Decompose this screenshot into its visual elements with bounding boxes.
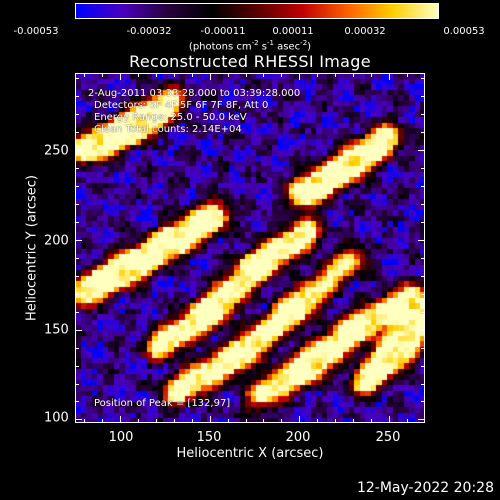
x-tick-label: 250	[375, 430, 401, 445]
x-tick-label: 100	[108, 430, 134, 445]
colorbar-tick-label: 0.00011	[272, 26, 314, 37]
colorbar-tick-label: -0.00053	[13, 26, 59, 37]
colorbar-ticks: -0.00053 -0.00032 -0.00011 0.00011 0.000…	[0, 0, 500, 40]
y-tick-label: 200	[44, 233, 69, 249]
y-axis-label: Heliocentric Y (arcsec)	[24, 175, 40, 321]
x-axis-label: Heliocentric X (arcsec)	[176, 446, 324, 461]
x-tick-label: 150	[196, 430, 222, 445]
timestamp: 12-May-2022 20:28	[356, 480, 494, 496]
time-range-label: 2-Aug-2011 03:33:28.000 to 03:39:28.000	[88, 88, 301, 99]
colorbar-tick-label: 0.00053	[443, 26, 485, 37]
colorbar-tick-label: 0.00032	[344, 26, 386, 37]
y-tick-label: 100	[44, 410, 69, 426]
colorbar-tick-label: -0.00011	[200, 26, 246, 37]
plot-area: 2-Aug-2011 03:33:28.000 to 03:39:28.000 …	[75, 73, 425, 423]
clean-counts-label: Clean Total counts: 2.14E+04	[94, 124, 242, 135]
chart-title: Reconstructed RHESSI Image	[129, 52, 371, 71]
energy-range-label: Energy Range: 25.0 - 50.0 keV	[94, 112, 247, 123]
x-tick-label: 200	[285, 430, 311, 445]
colorbar	[75, 3, 439, 19]
heatmap-image	[76, 74, 424, 422]
y-tick-label: 150	[44, 322, 69, 338]
colorbar-tick-label: -0.00032	[126, 26, 172, 37]
detectors-label: Detectors: 3F 4F 5F 6F 7F 8F, Att 0	[94, 100, 269, 111]
colorbar-units: (photons cm-2 s-1 asec-2)	[188, 39, 312, 53]
y-tick-label: 250	[44, 143, 69, 159]
peak-position-label: Position of Peak = [132,97]	[94, 398, 231, 409]
